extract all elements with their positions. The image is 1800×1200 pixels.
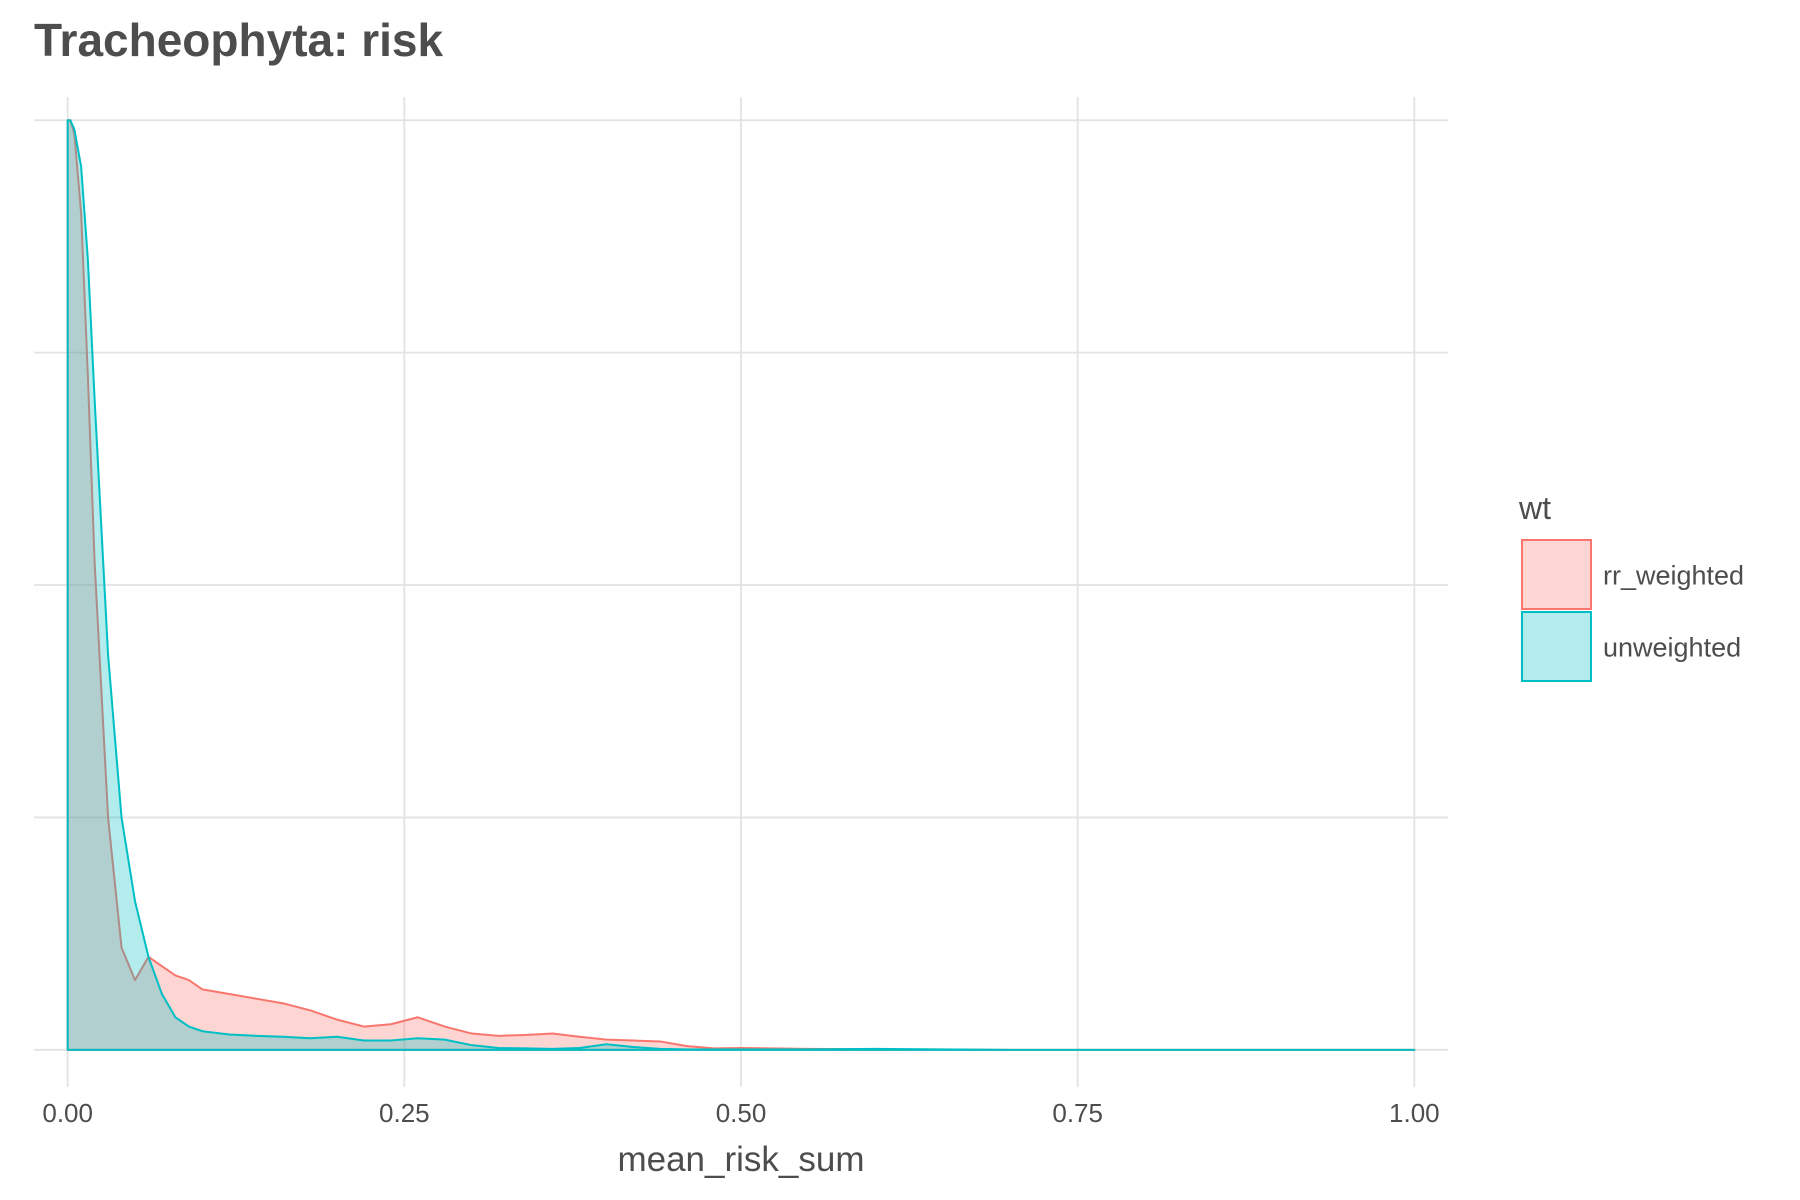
density-areas [66, 119, 1416, 1051]
x-tick-label-1: 0.25 [379, 1098, 430, 1128]
legend-label-rr_weighted: rr_weighted [1603, 561, 1744, 591]
grid [34, 97, 1448, 1087]
x-tick-label-4: 1.00 [1389, 1098, 1440, 1128]
legend-key-unweighted [1521, 611, 1592, 682]
x-axis-ticks: 0.00 0.25 0.50 0.75 1.00 [42, 1098, 1439, 1128]
x-tick-label-2: 0.50 [716, 1098, 767, 1128]
x-tick-label-3: 0.75 [1052, 1098, 1103, 1128]
legend: wt rr_weighted unweighted [1518, 490, 1744, 682]
legend-label-unweighted: unweighted [1603, 633, 1741, 663]
density-area-unweighted [66, 119, 1416, 1051]
x-axis-title: mean_risk_sum [617, 1140, 864, 1179]
legend-title: wt [1518, 490, 1551, 526]
chart-title: Tracheophyta: risk [34, 14, 443, 66]
legend-key-rr_weighted [1521, 539, 1592, 610]
density-area-rr_weighted [66, 119, 1416, 1051]
x-tick-label-0: 0.00 [42, 1098, 93, 1128]
